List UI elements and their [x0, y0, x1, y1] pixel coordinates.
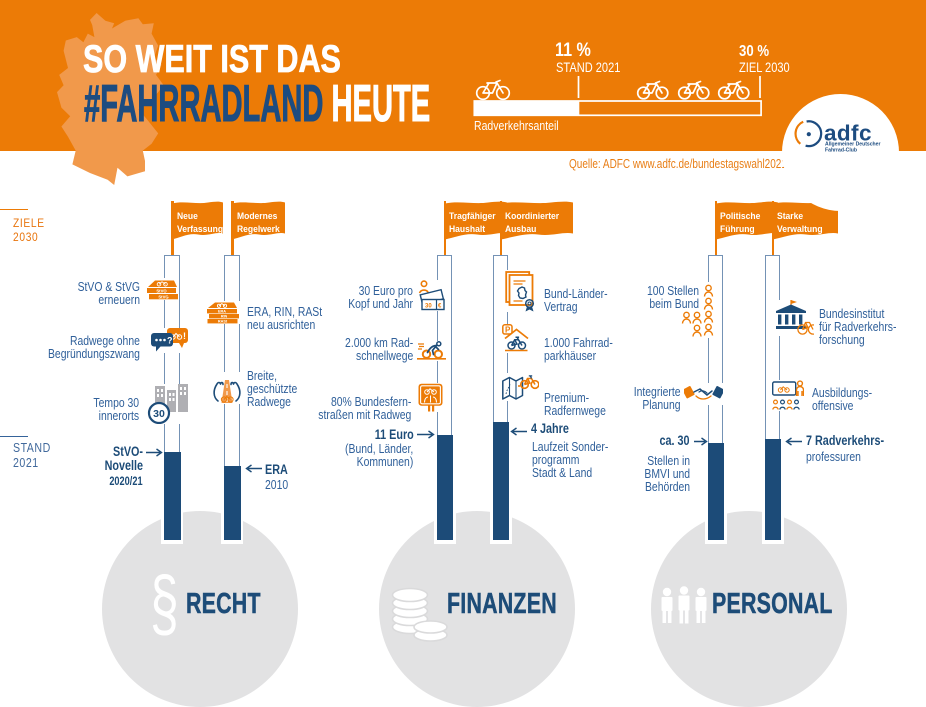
svg-text:?: ? — [167, 336, 173, 346]
svg-text:P: P — [505, 325, 511, 334]
svg-text:ERA: ERA — [218, 310, 226, 314]
svg-text:RIN: RIN — [221, 315, 228, 319]
svg-text:30: 30 — [425, 304, 432, 310]
svg-text:Fahrrad-Club: Fahrrad-Club — [825, 147, 857, 153]
svg-text:30: 30 — [153, 408, 165, 420]
svg-text:StVO: StVO — [156, 288, 167, 293]
svg-text:!: ! — [183, 331, 186, 341]
svg-text:€: € — [438, 304, 442, 310]
svg-text:StVG: StVG — [158, 295, 168, 300]
svg-text:Allgemeiner Deutscher: Allgemeiner Deutscher — [825, 142, 881, 148]
svg-text:RASt: RASt — [218, 320, 228, 324]
svg-text:adfc: adfc — [824, 121, 872, 146]
